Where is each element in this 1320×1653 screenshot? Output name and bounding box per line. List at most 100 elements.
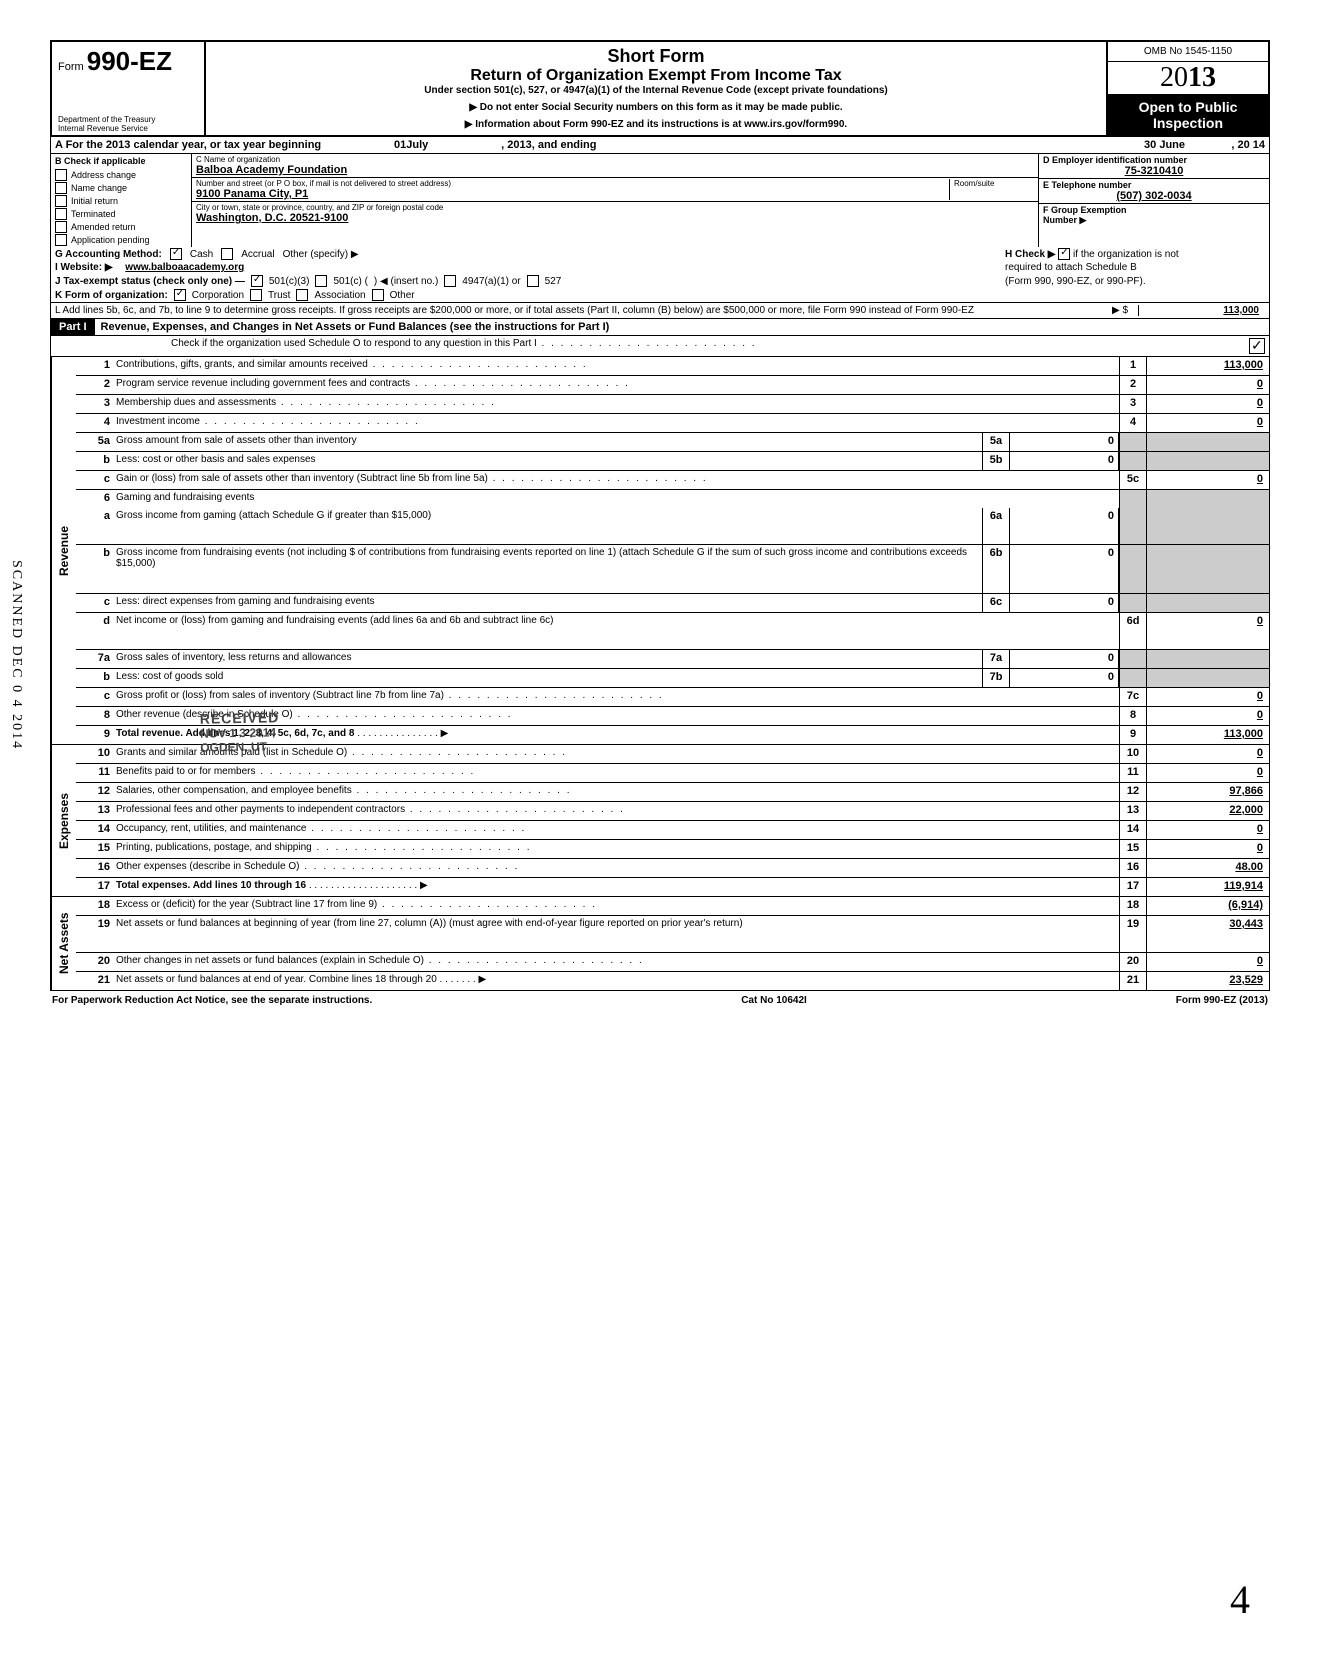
- ln3-num: 3: [76, 395, 114, 413]
- ln20-num: 20: [76, 953, 114, 971]
- ln5b-num: b: [76, 452, 114, 470]
- form-label: Form: [58, 61, 84, 73]
- ln17-rv: 119,914: [1146, 878, 1269, 896]
- ln12-rv: 97,866: [1146, 783, 1269, 801]
- lbl-amended: Amended return: [71, 222, 136, 232]
- ln6c-mv: 0: [1010, 594, 1119, 612]
- ln15-num: 15: [76, 840, 114, 858]
- lbl-insert-no: ) ◀ (insert no.): [374, 276, 438, 287]
- chk-address-change[interactable]: [55, 169, 67, 181]
- chk-sched-o[interactable]: [1249, 338, 1265, 354]
- irs-label: Internal Revenue Service: [58, 124, 155, 133]
- ln5b-mv: 0: [1010, 452, 1119, 470]
- lbl-cash: Cash: [190, 249, 213, 260]
- open-public: Open to Public: [1112, 99, 1264, 115]
- ln6c-num: c: [76, 594, 114, 612]
- chk-4947[interactable]: [444, 275, 456, 287]
- part1-label: Part I: [51, 319, 95, 335]
- chk-other-org[interactable]: [372, 289, 384, 301]
- lbl-527: 527: [545, 276, 562, 287]
- chk-pending[interactable]: [55, 234, 67, 246]
- ln15-rv: 0: [1146, 840, 1269, 858]
- ln11-num: 11: [76, 764, 114, 782]
- ln3-desc: Membership dues and assessments: [114, 395, 1119, 413]
- ln18-rv: (6,914): [1146, 897, 1269, 915]
- chk-501c3[interactable]: [251, 275, 263, 287]
- ln9-num: 9: [76, 726, 114, 744]
- lbl-corporation: Corporation: [192, 290, 244, 301]
- chk-501c[interactable]: [315, 275, 327, 287]
- ln5b-shade2: [1146, 452, 1269, 470]
- ln6d-rv: 0: [1146, 613, 1269, 649]
- chk-cash[interactable]: [170, 248, 182, 260]
- ln5a-num: 5a: [76, 433, 114, 451]
- ln19-num: 19: [76, 916, 114, 952]
- chk-amended[interactable]: [55, 221, 67, 233]
- name-label: C Name of organization: [196, 155, 1034, 164]
- ln18-desc: Excess or (deficit) for the year (Subtra…: [114, 897, 1119, 915]
- ln5a-desc: Gross amount from sale of assets other t…: [114, 433, 982, 451]
- line-l-text: L Add lines 5b, 6c, and 7b, to line 9 to…: [55, 305, 974, 316]
- lbl-other-method: Other (specify) ▶: [283, 249, 359, 260]
- org-addr: 9100 Panama City, P1: [196, 188, 949, 200]
- chk-initial-return[interactable]: [55, 195, 67, 207]
- chk-527[interactable]: [527, 275, 539, 287]
- chk-name-change[interactable]: [55, 182, 67, 194]
- row-k-label: K Form of organization:: [55, 290, 168, 301]
- ln2-desc: Program service revenue including govern…: [114, 376, 1119, 394]
- ln14-desc: Occupancy, rent, utilities, and maintena…: [114, 821, 1119, 839]
- ln5c-rn: 5c: [1119, 471, 1146, 489]
- row-a-mid: , 2013, and ending: [501, 139, 596, 151]
- ln5c-rv: 0: [1146, 471, 1269, 489]
- ln2-num: 2: [76, 376, 114, 394]
- ln6-shade: [1119, 490, 1146, 508]
- row-g-label: G Accounting Method:: [55, 249, 162, 260]
- chk-association[interactable]: [296, 289, 308, 301]
- lbl-501c: 501(c) (: [333, 276, 367, 287]
- info-rows: G Accounting Method: Cash Accrual Other …: [50, 247, 1270, 303]
- ln12-rn: 12: [1119, 783, 1146, 801]
- ln6b-shade2: [1146, 545, 1269, 593]
- grp-number: Number ▶: [1043, 215, 1265, 226]
- ln12-num: 12: [76, 783, 114, 801]
- ln7a-shade2: [1146, 650, 1269, 668]
- ln7c-num: c: [76, 688, 114, 706]
- instr-ssn: ▶ Do not enter Social Security numbers o…: [210, 102, 1102, 113]
- ln6c-desc: Less: direct expenses from gaming and fu…: [114, 594, 982, 612]
- ln21-rv: 23,529: [1146, 972, 1269, 990]
- ln11-rv: 0: [1146, 764, 1269, 782]
- org-name: Balboa Academy Foundation: [196, 164, 1034, 176]
- ln1-rn: 1: [1119, 357, 1146, 375]
- ln20-desc: Other changes in net assets or fund bala…: [114, 953, 1119, 971]
- ln5b-mn: 5b: [982, 452, 1010, 470]
- ln13-num: 13: [76, 802, 114, 820]
- netassets-label: Net Assets: [51, 897, 76, 990]
- ln5a-mv: 0: [1010, 433, 1119, 451]
- ln1-rv: 113,000: [1146, 357, 1269, 375]
- chk-schedule-b[interactable]: [1058, 248, 1070, 260]
- lbl-accrual: Accrual: [241, 249, 274, 260]
- chk-corporation[interactable]: [174, 289, 186, 301]
- chk-accrual[interactable]: [221, 248, 233, 260]
- ln7a-mn: 7a: [982, 650, 1010, 668]
- ln21-rn: 21: [1119, 972, 1146, 990]
- ln3-rn: 3: [1119, 395, 1146, 413]
- year-suffix: 13: [1188, 62, 1216, 93]
- ln11-desc: Benefits paid to or for members: [114, 764, 1119, 782]
- ln4-desc: Investment income: [114, 414, 1119, 432]
- chk-trust[interactable]: [250, 289, 262, 301]
- city-label: City or town, state or province, country…: [196, 203, 1034, 212]
- ln14-rv: 0: [1146, 821, 1269, 839]
- lbl-initial-return: Initial return: [71, 196, 118, 206]
- ln6c-shade: [1119, 594, 1146, 612]
- chk-terminated[interactable]: [55, 208, 67, 220]
- tel-value: (507) 302-0034: [1043, 190, 1265, 202]
- tel-label: E Telephone number: [1043, 180, 1265, 190]
- short-form-title: Short Form: [210, 46, 1102, 67]
- ln6b-mv: 0: [1010, 545, 1119, 593]
- ln20-rn: 20: [1119, 953, 1146, 971]
- revenue-section: Revenue 1Contributions, gifts, grants, a…: [50, 357, 1270, 745]
- lbl-4947: 4947(a)(1) or: [462, 276, 520, 287]
- ln14-num: 14: [76, 821, 114, 839]
- ln4-rn: 4: [1119, 414, 1146, 432]
